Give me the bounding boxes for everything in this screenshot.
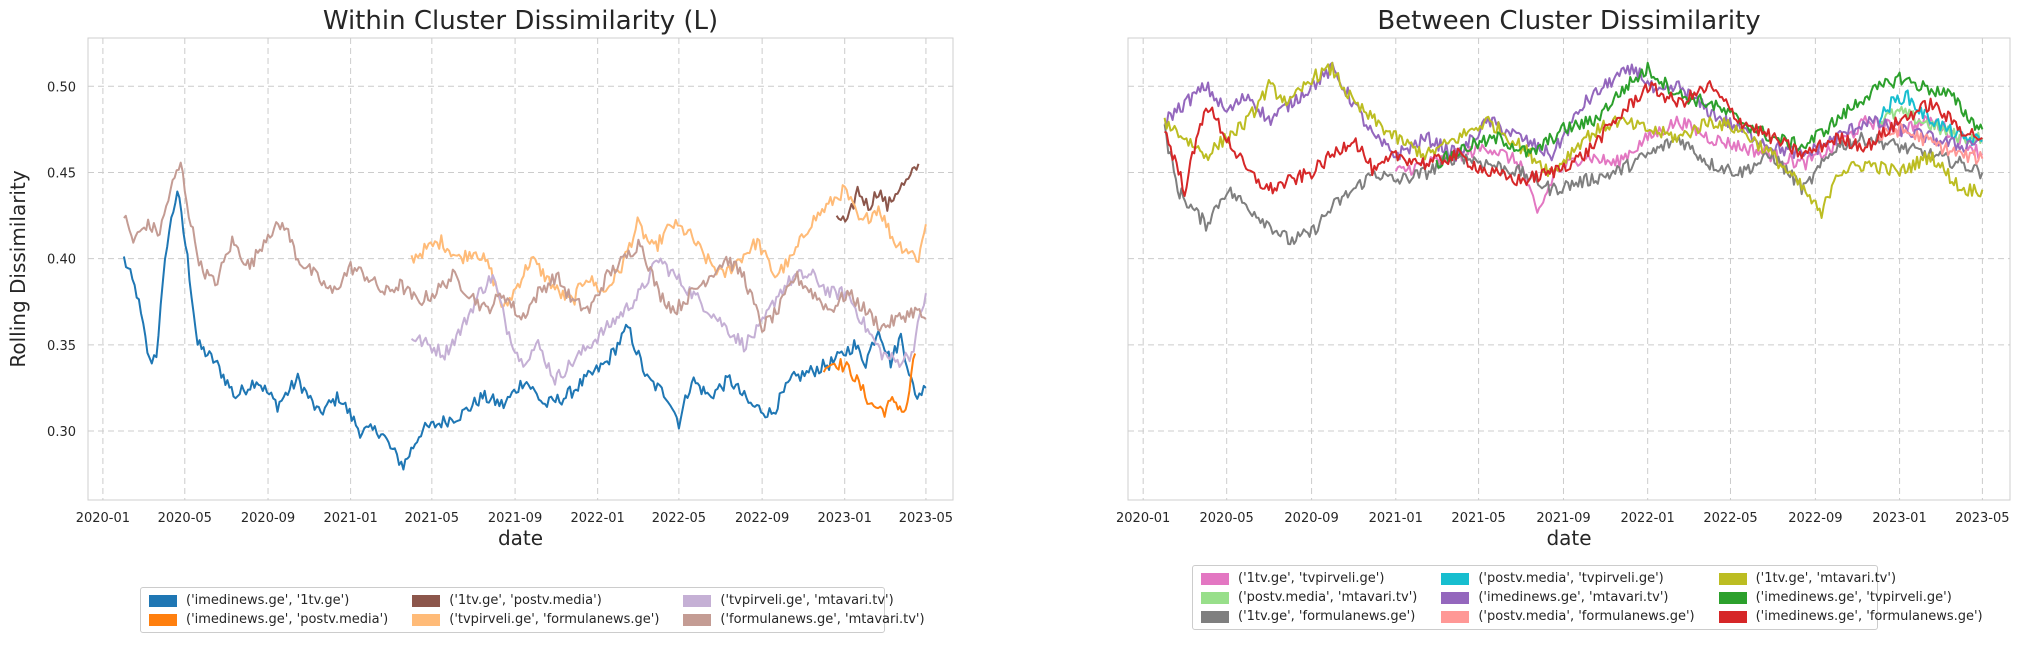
series-line-1-8	[1163, 80, 1983, 197]
series-line-1-4	[1163, 61, 1983, 162]
x-tick-label: 2022-01	[570, 511, 624, 526]
legend-item: ('imedinews.ge', 'postv.media')	[149, 612, 388, 627]
x-tick-label: 2020-05	[158, 511, 212, 526]
x-tick-label: 2020-09	[1284, 511, 1338, 526]
legend-between: ('1tv.ge', 'tvpirveli.ge') ('postv.media'…	[1192, 565, 1983, 630]
x-tick-label: 2023-01	[818, 511, 872, 526]
legend-label: ('imedinews.ge', 'postv.media')	[186, 612, 389, 627]
legend-label: ('formulanews.ge', 'mtavari.tv')	[720, 612, 925, 627]
legend-item: ('imedinews.ge', 'tvpirveli.ge')	[1718, 590, 1983, 605]
y-axis-label: Rolling Dissimilarity	[6, 170, 30, 367]
legend-label: ('1tv.ge', 'tvpirveli.ge')	[1238, 571, 1385, 586]
chart-title: Between Cluster Dissimilarity	[1377, 6, 1760, 36]
legend-label: ('1tv.ge', 'mtavari.tv')	[1755, 571, 1897, 586]
x-tick-label: 2020-09	[241, 511, 295, 526]
legend-label: ('imedinews.ge', 'formulanews.ge')	[1755, 609, 1983, 624]
legend-item: ('imedinews.ge', 'mtavari.tv')	[1441, 590, 1694, 605]
legend-item: ('1tv.ge', 'postv.media')	[412, 593, 659, 608]
legend-swatch	[149, 594, 177, 607]
x-tick-label: 2020-01	[76, 511, 130, 526]
legend-swatch	[683, 594, 712, 607]
x-tick-label: 2021-05	[405, 511, 459, 526]
series-line-1-5	[1877, 122, 1984, 165]
x-tick-label: 2021-01	[1369, 511, 1423, 526]
legend-swatch	[1718, 572, 1747, 585]
x-tick-label: 2023-01	[1872, 511, 1926, 526]
legend-label: ('tvpirveli.ge', 'mtavari.tv')	[720, 593, 894, 608]
y-tick-label: 0.50	[47, 80, 76, 95]
legend-item: ('1tv.ge', 'formulanews.ge')	[1201, 609, 1417, 624]
legend-label: ('imedinews.ge', 'tvpirveli.ge')	[1755, 590, 1952, 605]
legend-swatch	[1201, 610, 1229, 623]
y-tick-label: 0.30	[47, 425, 76, 440]
legend-within: ('imedinews.ge', '1tv.ge') ('imedinews.ge…	[140, 587, 925, 633]
x-tick-label: 2022-01	[1621, 511, 1675, 526]
series-line-1-2	[1163, 124, 1984, 246]
legend-item: ('imedinews.ge', '1tv.ge')	[149, 593, 388, 608]
series-line-0-0	[122, 190, 927, 471]
legend-swatch	[412, 594, 441, 607]
legend-item: ('tvpirveli.ge', 'mtavari.tv')	[683, 593, 924, 608]
legend-item: ('formulanews.ge', 'mtavari.tv')	[683, 612, 925, 627]
series-line-1-3	[1877, 89, 1983, 146]
y-tick-label: 0.45	[47, 166, 76, 181]
x-axis-label: date	[498, 526, 543, 550]
x-tick-label: 2023-05	[1955, 511, 2009, 526]
x-tick-label: 2020-01	[1116, 511, 1170, 526]
legend-item: ('postv.media', 'tvpirveli.ge')	[1441, 571, 1694, 586]
legend-swatch	[683, 613, 712, 626]
y-tick-label: 0.35	[47, 339, 76, 354]
x-tick-label: 2021-09	[1536, 511, 1590, 526]
x-tick-label: 2023-05	[899, 511, 953, 526]
x-tick-label: 2021-09	[488, 511, 542, 526]
x-tick-label: 2022-05	[1703, 511, 1757, 526]
x-tick-label: 2022-09	[735, 511, 789, 526]
legend-label: ('1tv.ge', 'postv.media')	[449, 593, 602, 608]
legend-swatch	[1441, 591, 1470, 604]
series-line-1-0	[1394, 115, 1984, 214]
legend-label: ('imedinews.ge', 'mtavari.tv')	[1478, 590, 1669, 605]
legend-swatch	[1718, 591, 1747, 604]
legend-label: ('postv.media', 'formulanews.ge')	[1478, 609, 1695, 624]
y-tick-label: 0.40	[47, 253, 76, 268]
legend-label: ('tvpirveli.ge', 'formulanews.ge')	[449, 612, 660, 627]
x-axis-label: date	[1546, 526, 1591, 550]
legend-swatch	[1441, 610, 1470, 623]
series-line-1-6	[1163, 61, 1984, 219]
legend-item: ('imedinews.ge', 'formulanews.ge')	[1718, 609, 1983, 624]
x-tick-label: 2022-09	[1788, 511, 1842, 526]
x-tick-label: 2022-05	[652, 511, 706, 526]
legend-item: ('tvpirveli.ge', 'formulanews.ge')	[412, 612, 659, 627]
legend-item: ('1tv.ge', 'mtavari.tv')	[1718, 571, 1983, 586]
legend-label: ('imedinews.ge', '1tv.ge')	[186, 593, 350, 608]
chart-title: Within Cluster Dissimilarity (L)	[323, 6, 718, 36]
series-line-0-1	[822, 353, 917, 418]
series-line-0-5	[123, 161, 927, 333]
legend-label: ('1tv.ge', 'formulanews.ge')	[1238, 609, 1416, 624]
x-tick-label: 2021-01	[323, 511, 377, 526]
x-tick-label: 2020-05	[1200, 511, 1254, 526]
legend-item: ('postv.media', 'formulanews.ge')	[1441, 609, 1695, 624]
legend-label: ('postv.media', 'tvpirveli.ge')	[1478, 571, 1664, 586]
axes-frame-0	[87, 37, 954, 501]
legend-swatch	[1201, 572, 1229, 585]
legend-item: ('1tv.ge', 'tvpirveli.ge')	[1201, 571, 1417, 586]
x-tick-label: 2021-05	[1451, 511, 1505, 526]
legend-swatch	[1718, 610, 1747, 623]
series-line-0-2	[835, 163, 920, 223]
legend-item: ('postv.media', 'mtavari.tv')	[1201, 590, 1417, 605]
legend-swatch	[1201, 591, 1229, 604]
legend-swatch	[149, 613, 177, 626]
legend-label: ('postv.media', 'mtavari.tv')	[1238, 590, 1418, 605]
series-line-1-7	[1435, 61, 1984, 169]
series-line-0-4	[410, 257, 927, 386]
legend-swatch	[1441, 572, 1470, 585]
legend-swatch	[412, 613, 441, 626]
